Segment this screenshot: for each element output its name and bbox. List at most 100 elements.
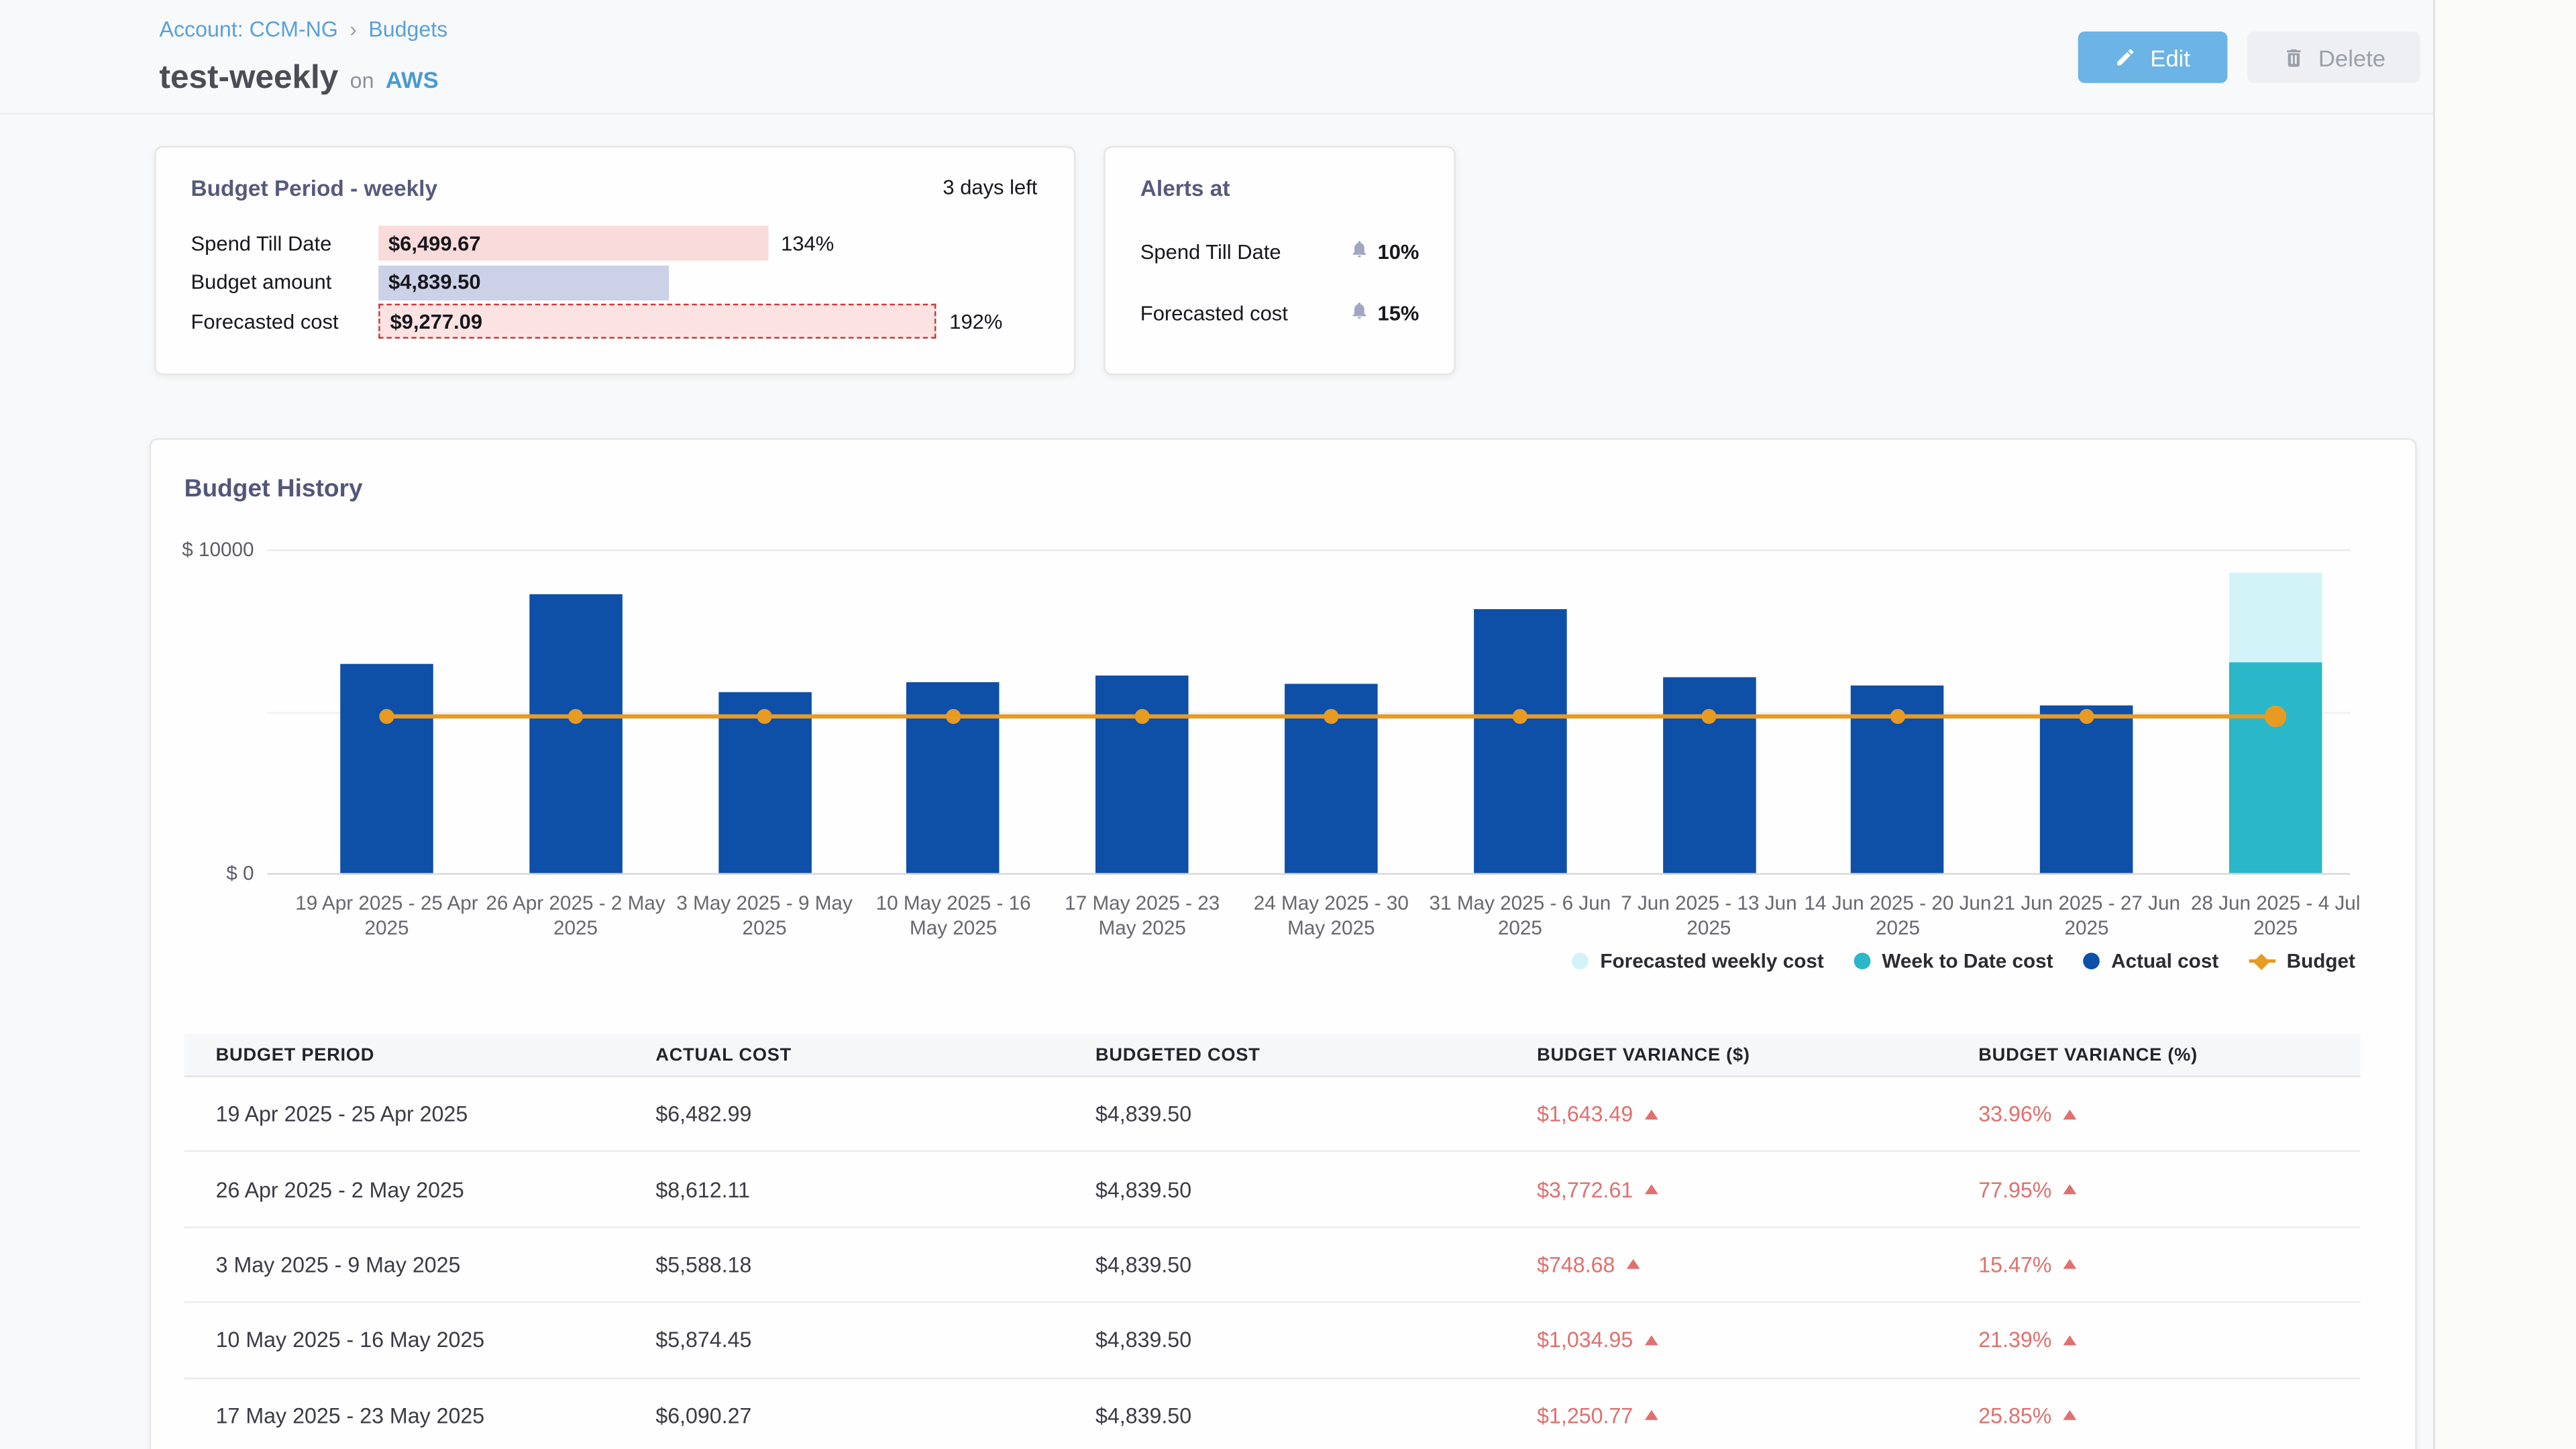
budget-amount-label: Budget amount	[191, 270, 379, 294]
actual-cost-cell: $6,482.99	[655, 1102, 751, 1126]
budget-period-card: Budget Period - weekly 3 days left Spend…	[154, 146, 1075, 375]
spend-till-date-bar: $6,499.67	[378, 225, 767, 260]
budget-line-marker[interactable]	[568, 709, 583, 724]
variance-usd-cell: $1,034.95	[1537, 1328, 1658, 1352]
alerts-card-title: Alerts at	[1140, 176, 1230, 201]
variance-up-triangle-icon	[1645, 1109, 1658, 1119]
table-row: 26 Apr 2025 - 2 May 2025$8,612.11$4,839.…	[184, 1152, 2361, 1228]
variance-up-triangle-icon	[2063, 1410, 2077, 1420]
table-column-header: BUDGET VARIANCE ($)	[1537, 1034, 1750, 1077]
page-right-gutter	[2433, 0, 2576, 1449]
page-title: test-weekly	[160, 60, 339, 98]
actual-cost-cell: $5,588.18	[655, 1252, 751, 1277]
edit-button[interactable]: Edit	[2078, 32, 2228, 83]
table-row: 17 May 2025 - 23 May 2025 $6,090.27 $4,839…	[184, 1379, 2361, 1449]
delete-button[interactable]: Delete	[2247, 32, 2420, 83]
x-axis-category-label: 26 Apr 2025 - 2 May 2025	[480, 892, 672, 940]
x-axis-category-label: 17 May 2025 - 23 May 2025	[1046, 892, 1238, 940]
cloud-provider-label: AWS	[386, 66, 439, 93]
legend-dot-icon	[1572, 953, 1589, 969]
budget-period-cell: 19 Apr 2025 - 25 Apr 2025	[216, 1102, 468, 1126]
x-axis-category-label: 10 May 2025 - 16 May 2025	[857, 892, 1050, 940]
variance-pct-cell: 25.85%	[1978, 1403, 2076, 1428]
x-axis-category-label: 3 May 2025 - 9 May 2025	[668, 892, 861, 940]
legend-label: Forecasted weekly cost	[1600, 949, 1823, 973]
budget-period-cell: 3 May 2025 - 9 May 2025	[216, 1252, 461, 1277]
days-left-label: 3 days left	[943, 176, 1037, 199]
variance-up-triangle-icon	[1645, 1410, 1658, 1420]
budget-line-marker[interactable]	[1513, 709, 1527, 724]
bell-icon	[1349, 239, 1369, 264]
budget-history-table: BUDGET PERIOD ACTUAL COST BUDGETED COST BUD…	[184, 1034, 2361, 1449]
alerts-rows: Spend Till Date 10% Forecasted cost 15%	[1140, 221, 1419, 343]
budget-line-marker[interactable]	[946, 709, 961, 724]
variance-up-triangle-icon	[1627, 1260, 1640, 1270]
forecast-percent-label: 192%	[949, 309, 1002, 333]
budget-line-marker[interactable]	[1135, 709, 1150, 724]
budget-line-marker[interactable]	[2079, 709, 2094, 724]
x-axis-category-label: 28 Jun 2025 - 4 Jul 2025	[2180, 892, 2372, 940]
budget-line-marker[interactable]	[379, 709, 394, 724]
budget-line-marker[interactable]	[1324, 709, 1338, 724]
budget-period-cell: 17 May 2025 - 23 May 2025	[216, 1403, 485, 1428]
table-column-header: BUDGETED COST	[1095, 1034, 1260, 1077]
page-title-connector: on	[350, 68, 374, 93]
breadcrumb-budgets-link[interactable]: Budgets	[368, 17, 447, 42]
actual-cost-cell: $6,090.27	[655, 1403, 751, 1428]
x-axis-category-label: 24 May 2025 - 30 May 2025	[1235, 892, 1428, 940]
legend-item[interactable]: Forecasted weekly cost	[1572, 949, 1823, 973]
variance-up-triangle-icon	[1645, 1335, 1658, 1345]
pencil-icon	[2115, 46, 2137, 68]
variance-usd-cell: $1,250.77	[1537, 1403, 1658, 1428]
legend-line-icon	[2249, 953, 2275, 969]
spend-till-date-label: Spend Till Date	[191, 231, 379, 255]
page: Account: CCM-NG › Budgets test-weekly on A…	[0, 0, 2576, 1449]
x-axis-category-label: 31 May 2025 - 6 Jun 2025	[1424, 892, 1616, 940]
alert-row-spend: Spend Till Date 10%	[1140, 221, 1419, 282]
table-row: 19 Apr 2025 - 25 Apr 2025 $6,482.99 $4,839…	[184, 1077, 2361, 1152]
budget-line-marker[interactable]	[757, 709, 771, 724]
y-axis-tick-label: $ 0	[151, 861, 254, 885]
legend-item[interactable]: Actual cost	[2083, 949, 2218, 973]
budgeted-cost-cell: $4,839.50	[1095, 1252, 1191, 1277]
chart-legend: Forecasted weekly cost Week to Date cost A…	[1572, 949, 2355, 973]
breadcrumb-account-link[interactable]: Account: CCM-NG	[160, 17, 338, 42]
budget-line-marker[interactable]	[1890, 709, 1905, 724]
variance-up-triangle-icon	[2063, 1185, 2077, 1195]
budget-line-series[interactable]	[267, 533, 2350, 890]
variance-up-triangle-icon	[2063, 1109, 2077, 1119]
table-header-row: BUDGET PERIOD ACTUAL COST BUDGETED COST BUD…	[184, 1034, 2361, 1077]
legend-dot-icon	[1854, 953, 1870, 969]
alerts-card: Alerts at Spend Till Date 10% Forecasted…	[1104, 146, 1456, 375]
budgeted-cost-cell: $4,839.50	[1095, 1177, 1191, 1201]
spend-percent-label: 134%	[781, 231, 834, 255]
variance-pct-cell: 77.95%	[1978, 1177, 2076, 1201]
budget-line-marker[interactable]	[1701, 709, 1716, 724]
legend-item[interactable]: Budget	[2249, 949, 2355, 973]
budgeted-cost-cell: $4,839.50	[1095, 1403, 1191, 1428]
table-column-header: BUDGET PERIOD	[216, 1034, 374, 1077]
trash-icon	[2282, 46, 2305, 69]
actual-cost-cell: $8,612.11	[655, 1177, 750, 1201]
x-axis-category-label: 19 Apr 2025 - 25 Apr 2025	[290, 892, 483, 940]
bell-icon	[1349, 301, 1369, 325]
legend-item[interactable]: Week to Date cost	[1854, 949, 2053, 973]
x-axis-category-label: 7 Jun 2025 - 13 Jun 2025	[1613, 892, 1805, 940]
alert-threshold: 10%	[1378, 240, 1419, 264]
breadcrumb-separator: ›	[350, 17, 357, 42]
variance-up-triangle-icon	[1645, 1185, 1658, 1195]
legend-label: Budget	[2287, 949, 2355, 973]
legend-dot-icon	[2083, 953, 2100, 969]
actual-cost-cell: $5,874.45	[655, 1328, 751, 1352]
variance-usd-cell: $748.68	[1537, 1252, 1640, 1277]
budget-amount-bar: $4,839.50	[378, 265, 669, 300]
table-column-header: BUDGET VARIANCE (%)	[1978, 1034, 2198, 1077]
y-axis-tick-label: $ 10000	[151, 538, 254, 561]
table-column-header: ACTUAL COST	[655, 1034, 792, 1077]
budget-line-marker[interactable]	[2265, 706, 2286, 727]
variance-pct-cell: 21.39%	[1978, 1328, 2076, 1352]
x-axis-category-label: 14 Jun 2025 - 20 Jun 2025	[1802, 892, 1994, 940]
alert-row-forecast: Forecasted cost 15%	[1140, 282, 1419, 344]
budgeted-cost-cell: $4,839.50	[1095, 1102, 1191, 1126]
budgeted-cost-cell: $4,839.50	[1095, 1328, 1191, 1352]
